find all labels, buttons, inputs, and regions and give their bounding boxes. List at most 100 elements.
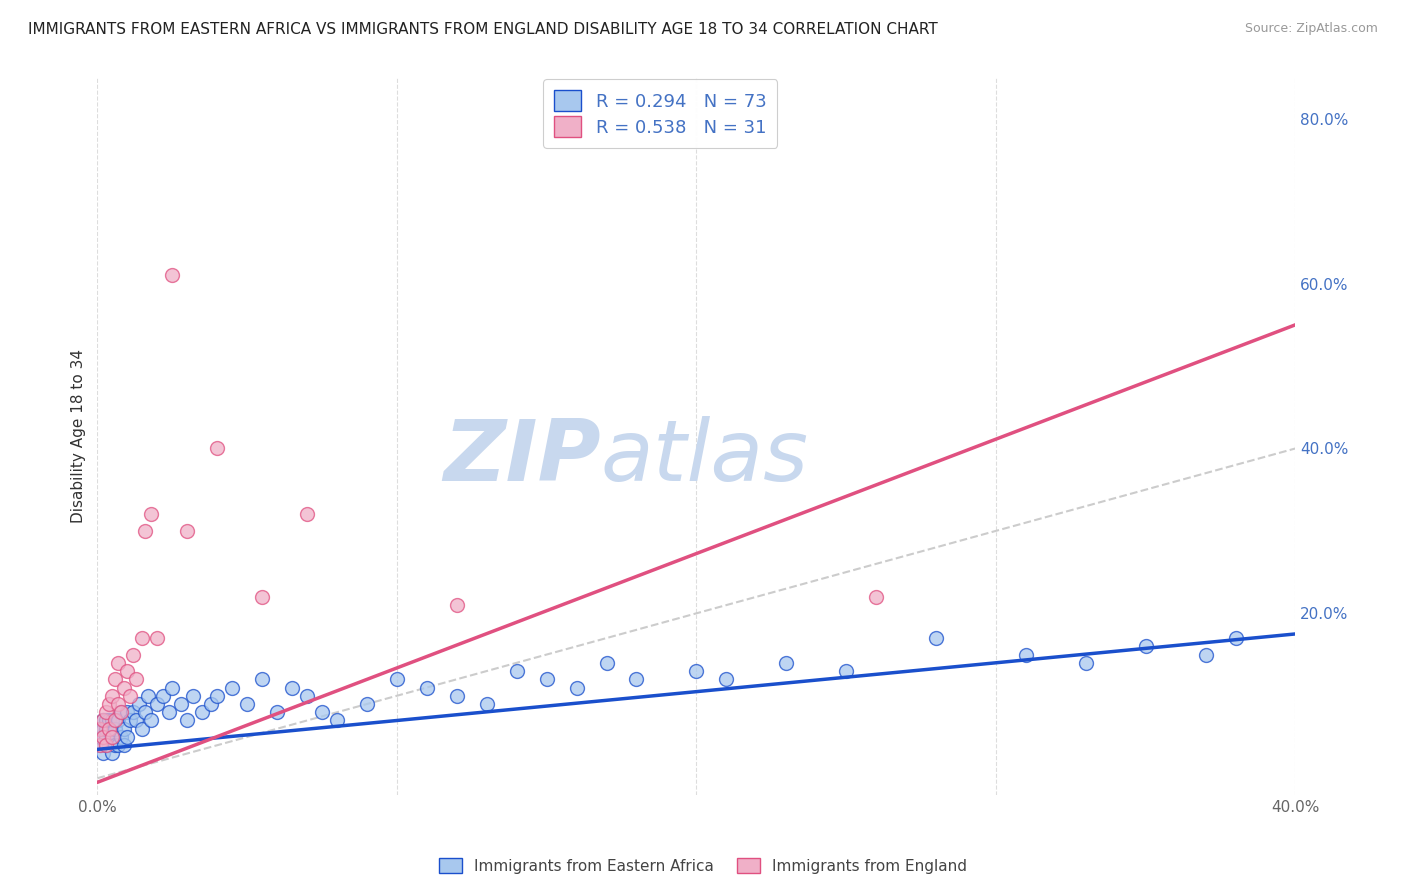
Point xyxy=(89,738,111,752)
Point xyxy=(110,705,132,719)
Point xyxy=(536,673,558,687)
Point xyxy=(416,681,439,695)
Point xyxy=(176,714,198,728)
Point xyxy=(236,697,259,711)
Point xyxy=(1015,648,1038,662)
Point xyxy=(205,689,228,703)
Point xyxy=(1135,640,1157,654)
Point xyxy=(107,714,129,728)
Point xyxy=(157,705,180,719)
Point xyxy=(117,664,139,678)
Point xyxy=(835,664,858,678)
Point xyxy=(685,664,707,678)
Point xyxy=(152,689,174,703)
Point xyxy=(110,705,132,719)
Point xyxy=(250,590,273,604)
Point xyxy=(716,673,738,687)
Point xyxy=(104,738,127,752)
Point xyxy=(925,631,948,645)
Text: ZIP: ZIP xyxy=(443,416,600,500)
Point xyxy=(136,689,159,703)
Point xyxy=(160,681,183,695)
Point xyxy=(110,730,132,744)
Point xyxy=(134,524,156,538)
Point xyxy=(104,714,127,728)
Point xyxy=(865,590,887,604)
Point xyxy=(134,705,156,719)
Legend: R = 0.294   N = 73, R = 0.538   N = 31: R = 0.294 N = 73, R = 0.538 N = 31 xyxy=(544,79,778,148)
Point xyxy=(96,705,118,719)
Point xyxy=(101,714,124,728)
Point xyxy=(93,722,115,736)
Point xyxy=(446,689,468,703)
Point xyxy=(107,738,129,752)
Point xyxy=(626,673,648,687)
Point xyxy=(93,747,115,761)
Text: Source: ZipAtlas.com: Source: ZipAtlas.com xyxy=(1244,22,1378,36)
Point xyxy=(96,722,118,736)
Point xyxy=(221,681,243,695)
Point xyxy=(446,598,468,612)
Point xyxy=(112,681,135,695)
Point xyxy=(107,697,129,711)
Point xyxy=(98,722,121,736)
Point xyxy=(89,722,111,736)
Point xyxy=(176,524,198,538)
Point xyxy=(128,697,150,711)
Point xyxy=(160,268,183,283)
Point xyxy=(122,705,145,719)
Point xyxy=(98,722,121,736)
Point xyxy=(125,714,148,728)
Point xyxy=(146,697,169,711)
Point xyxy=(122,648,145,662)
Point xyxy=(131,631,153,645)
Point xyxy=(120,689,142,703)
Point xyxy=(93,730,115,744)
Point xyxy=(101,730,124,744)
Point xyxy=(281,681,304,695)
Point xyxy=(104,722,127,736)
Point xyxy=(98,697,121,711)
Point xyxy=(295,508,318,522)
Point xyxy=(475,697,498,711)
Point xyxy=(96,738,118,752)
Point xyxy=(98,714,121,728)
Point xyxy=(101,689,124,703)
Point xyxy=(131,722,153,736)
Text: atlas: atlas xyxy=(600,416,808,500)
Point xyxy=(356,697,378,711)
Point xyxy=(93,730,115,744)
Point xyxy=(125,673,148,687)
Point xyxy=(326,714,349,728)
Point xyxy=(120,714,142,728)
Point xyxy=(565,681,588,695)
Point xyxy=(141,714,163,728)
Point xyxy=(96,730,118,744)
Legend: Immigrants from Eastern Africa, Immigrants from England: Immigrants from Eastern Africa, Immigran… xyxy=(433,852,973,880)
Point xyxy=(1074,656,1097,670)
Point xyxy=(205,442,228,456)
Point xyxy=(93,714,115,728)
Point xyxy=(89,738,111,752)
Point xyxy=(141,508,163,522)
Point xyxy=(101,747,124,761)
Point xyxy=(89,730,111,744)
Point xyxy=(112,738,135,752)
Point xyxy=(385,673,408,687)
Point xyxy=(200,697,222,711)
Point xyxy=(181,689,204,703)
Point xyxy=(1194,648,1216,662)
Point xyxy=(117,730,139,744)
Point xyxy=(595,656,617,670)
Point xyxy=(98,738,121,752)
Point xyxy=(191,705,214,719)
Point xyxy=(250,673,273,687)
Point xyxy=(170,697,193,711)
Text: IMMIGRANTS FROM EASTERN AFRICA VS IMMIGRANTS FROM ENGLAND DISABILITY AGE 18 TO 3: IMMIGRANTS FROM EASTERN AFRICA VS IMMIGR… xyxy=(28,22,938,37)
Point xyxy=(146,631,169,645)
Point xyxy=(96,738,118,752)
Point xyxy=(117,705,139,719)
Point xyxy=(93,714,115,728)
Point xyxy=(505,664,527,678)
Point xyxy=(295,689,318,703)
